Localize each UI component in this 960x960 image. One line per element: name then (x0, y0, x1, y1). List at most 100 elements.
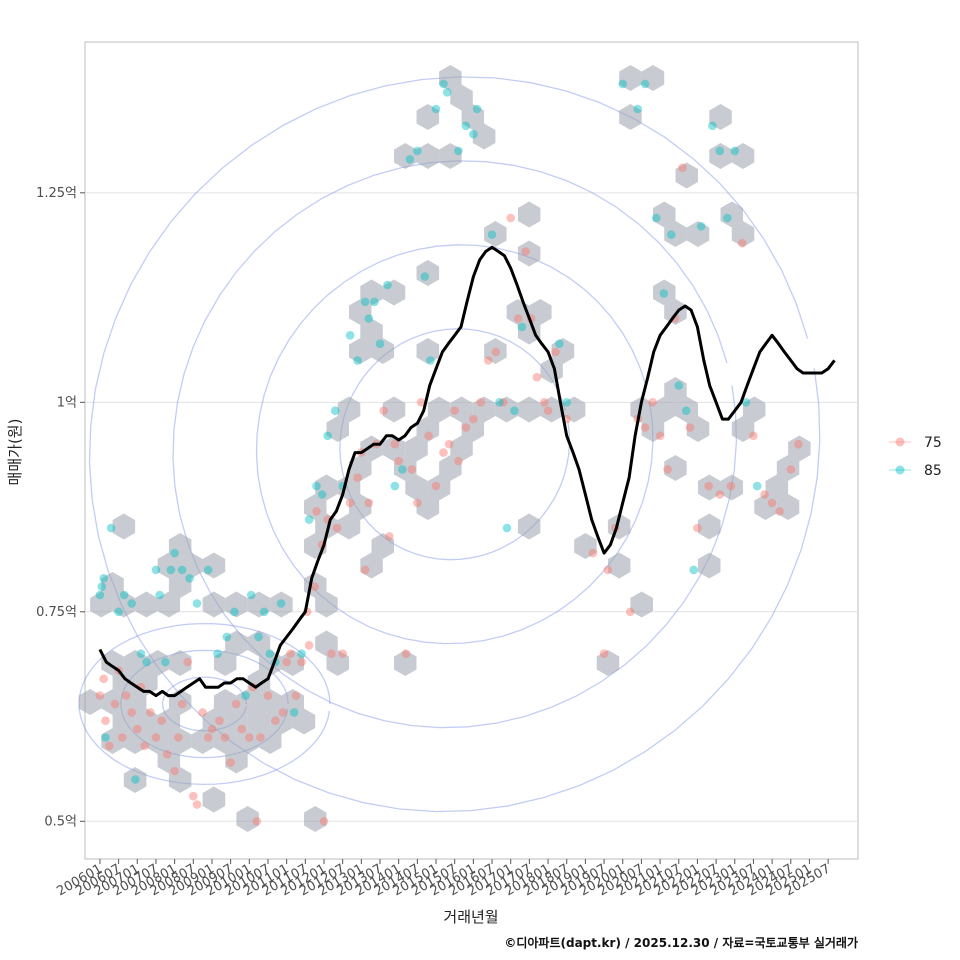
hexbin-cell (664, 377, 687, 403)
hexbin-cell (382, 279, 406, 306)
data-point-75 (390, 439, 400, 449)
hexbin-cell (394, 650, 417, 676)
data-point-85 (151, 565, 161, 575)
data-point-75 (385, 532, 394, 541)
data-point-75 (174, 733, 183, 742)
data-point-85 (312, 481, 321, 491)
data-point-75 (157, 716, 166, 725)
hexbin-cell (664, 221, 687, 247)
data-point-75 (231, 699, 241, 709)
data-point-85 (708, 121, 717, 131)
hexbin-cell (698, 474, 721, 501)
data-point-85 (390, 481, 400, 491)
hexbin-cell (394, 143, 417, 169)
data-point-85 (618, 79, 627, 89)
hexbin-cell (157, 708, 181, 735)
legend-label-75: 75 (924, 435, 942, 451)
data-point-75 (278, 708, 288, 717)
hexbin-cell (349, 494, 372, 520)
hexbin-cell (281, 650, 304, 676)
data-point-75 (625, 607, 635, 617)
y-tick-label: 1.25억 (36, 186, 77, 201)
data-point-75 (215, 716, 224, 725)
hexbin-cell (416, 338, 440, 364)
data-point-85 (681, 406, 691, 416)
density-contour (88, 76, 821, 813)
hexbin-cell (326, 650, 349, 676)
data-point-75 (327, 649, 336, 658)
hexbin-cell (112, 591, 136, 618)
hexbin-cell (461, 416, 485, 442)
data-point-75 (469, 414, 478, 424)
data-point-85 (517, 322, 527, 332)
hexbin-cell (675, 162, 698, 189)
x-axis-title: 거래년월 (443, 908, 498, 926)
data-point-75 (101, 716, 110, 725)
hexbin-cell (101, 728, 124, 754)
data-point-85 (674, 381, 684, 390)
data-point-75 (678, 163, 687, 172)
data-point-75 (110, 699, 120, 709)
data-point-85 (99, 574, 108, 583)
hexbin-cell (168, 767, 192, 793)
hexbin-cell (157, 552, 181, 579)
data-point-75 (413, 498, 422, 508)
hexbin-cell (529, 299, 552, 325)
hexbin-cell (101, 572, 124, 598)
data-point-85 (170, 548, 179, 558)
data-point-85 (230, 607, 239, 617)
hexbin-cell (517, 240, 541, 267)
chart-caption: ©디아파트(dapt.kr) / 2025.12.30 / 자료=국토교통부 실… (504, 935, 858, 950)
data-point-85 (454, 146, 463, 156)
hexbin-cell (731, 221, 755, 247)
data-point-75 (484, 356, 493, 365)
hexbin-cell (607, 552, 631, 579)
hexbin-cell (270, 591, 293, 618)
hexbin-cell (225, 747, 248, 774)
data-point-85 (114, 607, 123, 617)
hexbin-cell (416, 494, 440, 520)
data-point-75 (146, 708, 155, 717)
y-tick-label: 0.75억 (36, 605, 77, 620)
hexbin-cell (326, 416, 349, 442)
data-point-85 (213, 649, 222, 658)
data-point-75 (476, 398, 486, 407)
data-point-75 (401, 649, 411, 658)
data-point-85 (752, 481, 762, 491)
data-point-85 (715, 146, 725, 156)
data-point-75 (767, 498, 777, 508)
data-point-75 (540, 398, 549, 407)
hexbin-cell (472, 396, 496, 423)
hexbin-cell (247, 708, 271, 735)
hexbin-cell (675, 396, 698, 423)
hexbin-cell (439, 143, 462, 169)
hexbin-cell (202, 786, 226, 813)
hexbin-cell (619, 104, 642, 130)
data-point-75 (252, 817, 262, 826)
data-point-75 (95, 691, 105, 700)
data-point-85 (413, 146, 422, 156)
data-point-75 (99, 674, 108, 684)
data-point-75 (170, 766, 179, 776)
data-point-85 (723, 213, 732, 223)
data-point-85 (323, 431, 333, 441)
hexbin-cell (225, 708, 248, 735)
hexbin-cell (180, 552, 203, 579)
data-point-85 (155, 590, 164, 600)
hexbin-cell (461, 104, 485, 130)
data-point-75 (105, 741, 114, 751)
hexbin-cell (698, 513, 721, 540)
data-point-85 (289, 708, 299, 717)
hexbin-cell (540, 396, 563, 423)
data-point-75 (498, 398, 508, 407)
data-point-75 (693, 523, 702, 533)
hexbin-cell (517, 396, 541, 423)
hexbin-cell (562, 396, 586, 423)
data-point-75 (177, 699, 187, 709)
density-contour (255, 244, 654, 645)
hexbin-cell (337, 513, 361, 540)
hexbin-cell (686, 416, 710, 442)
data-point-75 (286, 649, 295, 658)
hexbin-cell (247, 591, 271, 618)
